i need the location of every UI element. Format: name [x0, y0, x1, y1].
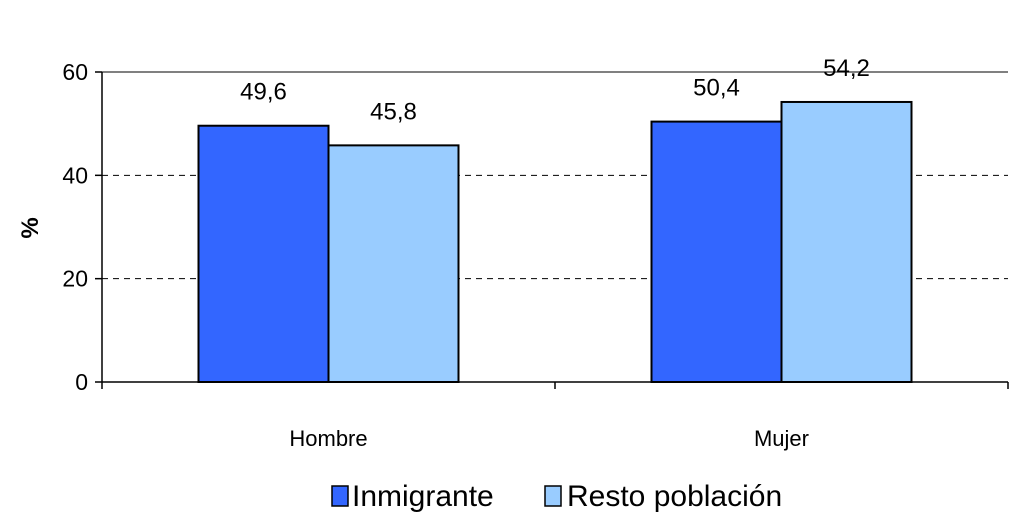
gridlines	[102, 174, 1008, 280]
bars	[197, 100, 913, 383]
bar-inmigrante-hombre	[197, 124, 330, 383]
legend-swatch-inmigrante	[331, 485, 349, 507]
y-tick-label: 20	[62, 266, 88, 292]
bar-resto-población-mujer	[780, 100, 913, 383]
y-tick-label: 40	[62, 162, 88, 188]
legend: Inmigrante Resto población	[331, 480, 782, 513]
data-label: 54,2	[823, 55, 870, 82]
x-tick-label: Mujer	[754, 426, 809, 451]
data-labels: 49,6 45,8 50,4 54,2	[240, 55, 870, 125]
axes: Hombre Mujer 0 20 40 60	[62, 59, 1009, 451]
legend-label: Inmigrante	[352, 480, 494, 513]
y-tick-label: 60	[62, 59, 88, 85]
y-tick-label: 0	[75, 369, 88, 395]
data-label: 50,4	[693, 75, 740, 102]
data-label: 49,6	[240, 79, 287, 106]
legend-label: Resto población	[567, 480, 782, 513]
x-tick-label: Hombre	[289, 426, 367, 451]
y-axis-title: %	[17, 217, 44, 238]
data-label: 45,8	[370, 98, 417, 125]
bar-inmigrante-mujer	[650, 120, 783, 383]
bar-resto-población-hombre	[327, 144, 460, 383]
legend-swatch-resto-población	[544, 485, 562, 507]
